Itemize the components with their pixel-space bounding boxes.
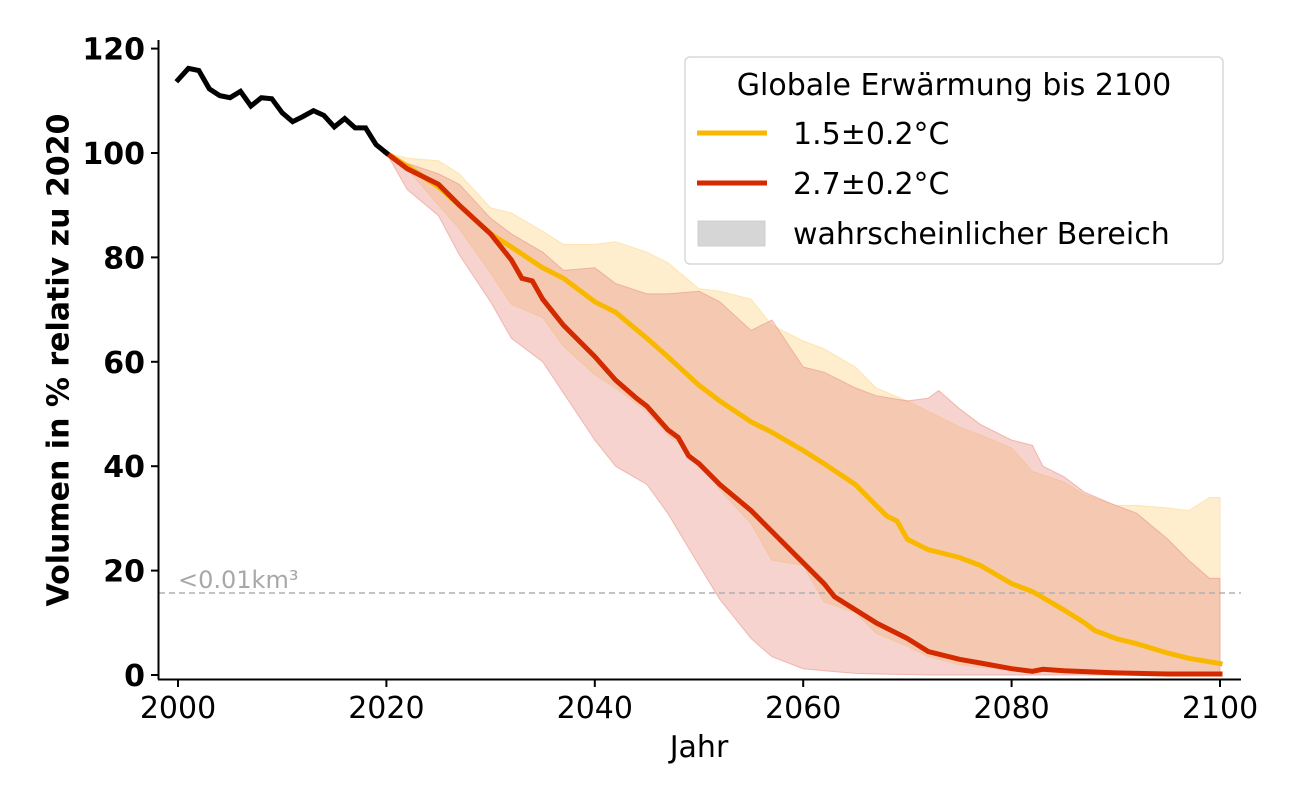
x-ticks: 2000 2020 2040 2060 2080 2100 — [140, 680, 1258, 726]
y-tick-label: 60 — [103, 346, 145, 381]
x-tick-label: 2000 — [140, 691, 216, 726]
x-tick-label: 2080 — [973, 691, 1049, 726]
x-tick-label: 2020 — [348, 691, 424, 726]
y-axis-label: Volumen in % relativ zu 2020 — [42, 114, 77, 607]
legend-title: Globale Erwärmung bis 2100 — [737, 68, 1171, 103]
band-2-7c — [385, 151, 1221, 676]
y-tick-label: 0 — [124, 659, 145, 694]
legend-swatch-range — [697, 220, 766, 247]
legend-label-2-7c: 2.7±0.2°C — [793, 167, 950, 202]
historical-line — [174, 65, 390, 157]
x-tick-label: 2060 — [765, 691, 841, 726]
series-lines — [174, 65, 1223, 677]
legend: Globale Erwärmung bis 2100 1.5±0.2°C 2.7… — [684, 56, 1224, 265]
x-tick-label: 2040 — [557, 691, 633, 726]
legend-label-1-5c: 1.5±0.2°C — [793, 117, 950, 152]
y-tick-label: 20 — [103, 555, 145, 590]
line-2-7c — [382, 149, 1223, 677]
x-axis-label: Jahr — [668, 730, 729, 765]
legend-frame — [684, 56, 1224, 265]
y-tick-label: 120 — [82, 33, 145, 68]
y-tick-label: 80 — [103, 241, 145, 276]
threshold-line-group: <0.01km³ — [159, 566, 1241, 594]
threshold-annotation: <0.01km³ — [178, 566, 298, 594]
y-tick-label: 40 — [103, 450, 145, 485]
line-1-5c — [382, 149, 1223, 667]
legend-label-range: wahrscheinlicher Bereich — [793, 217, 1170, 252]
x-tick-label: 2100 — [1182, 691, 1258, 726]
uncertainty-bands — [385, 151, 1221, 676]
y-ticks: 0 20 40 60 80 100 120 — [82, 33, 158, 694]
y-tick-label: 100 — [82, 137, 145, 172]
